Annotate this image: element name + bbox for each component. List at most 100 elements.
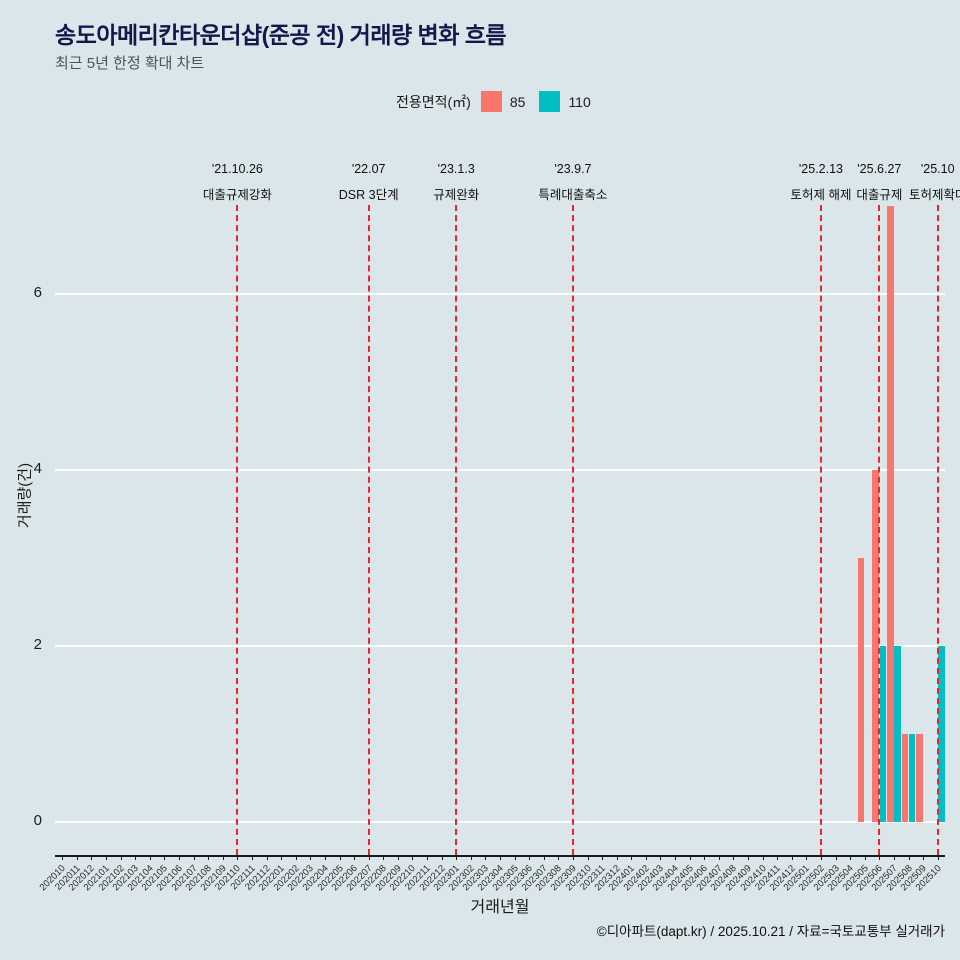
x-tick-mark [106,855,108,860]
page-subtitle: 최근 5년 한정 확대 차트 [55,55,205,72]
x-tick-mark [572,855,574,860]
x-tick-mark [660,855,662,860]
x-tick-mark [718,855,720,860]
x-tick-mark [616,855,618,860]
x-tick-mark [76,855,78,860]
gridline [55,469,945,471]
bar-110-202510 [938,646,945,822]
legend-swatch-110 [539,91,561,112]
event-label: 특례대출축소 [538,188,608,202]
x-axis-title: 거래년월 [470,899,530,916]
event-date: '23.1.3 [437,162,475,176]
event-date: '25.2.13 [798,162,844,176]
x-tick-mark [266,855,268,860]
x-tick-mark [791,855,793,860]
x-tick-mark [62,855,64,860]
x-tick-mark [820,855,822,860]
x-tick-mark [193,855,195,860]
event-line [878,205,881,855]
bar-85-202508 [901,734,909,822]
x-tick-mark [179,855,181,860]
x-tick-mark [645,855,647,860]
x-tick-mark [500,855,501,860]
x-tick-mark [806,855,808,860]
bar-85-202506 [872,470,879,822]
y-tick-label: 4 [33,460,42,477]
bar-85-202505 [857,558,865,822]
x-tick-mark [937,855,939,860]
event-label: 대출규제강화 [202,188,272,202]
event-date: '21.10.26 [211,162,263,176]
x-tick-mark [222,855,224,860]
x-tick-mark [485,855,487,860]
x-tick-mark [120,855,122,860]
x-tick-mark [835,855,837,860]
y-tick-label: 6 [33,284,42,301]
event-line [455,205,458,855]
legend: 전용면적(㎡) 85 110 [396,91,605,112]
x-tick-mark [529,855,531,860]
event-date: '25.6.27 [857,162,902,176]
y-tick-label: 0 [33,812,42,829]
x-tick-mark [208,855,210,860]
gridline [55,645,945,647]
x-tick-mark [602,855,604,860]
x-tick-mark [164,855,166,860]
event-label: 규제완화 [433,188,480,202]
x-tick-mark [135,855,137,860]
x-tick-mark [543,855,545,860]
bar-85-202507 [887,206,894,822]
x-tick-mark [514,855,516,860]
x-tick-mark [587,855,589,860]
x-axis-line [55,855,945,857]
x-tick-mark [456,855,458,860]
x-tick-mark [879,855,881,860]
event-line [236,205,239,855]
legend-label-85: 85 [509,93,526,110]
x-tick-mark [908,855,910,860]
x-tick-mark [850,855,852,860]
x-tick-mark [412,855,414,860]
y-tick-label: 2 [33,636,42,653]
gridline [55,293,945,295]
event-label: 대출규제 [856,188,903,202]
page-title: 송도아메리칸타운더샵(준공 전) 거래량 변화 흐름 [55,22,507,48]
x-tick-mark [354,855,356,860]
x-tick-mark [558,855,560,860]
x-tick-mark [324,855,326,860]
event-date: '25.10 [920,162,955,176]
event-line [571,205,574,855]
x-tick-mark [689,855,691,860]
event-line [367,205,370,855]
legend-title: 전용면적(㎡) [396,93,471,110]
source-credit: ©디아파트(dapt.kr) / 2025.10.21 / 자료=국토교통부 실… [596,924,945,939]
legend-label-110: 110 [568,93,591,110]
bar-110-202508 [908,734,916,822]
x-tick-mark [251,855,253,860]
x-tick-mark [675,855,677,860]
event-line [936,205,939,855]
x-tick-mark [631,855,633,860]
x-tick-mark [427,855,429,860]
event-date: '22.07 [351,162,386,176]
x-tick-mark [368,855,370,860]
x-tick-mark [748,855,750,860]
x-tick-mark [281,855,283,860]
event-label: 토허제 해제 [790,188,852,202]
event-line [819,205,822,855]
x-tick-mark [149,855,151,860]
x-tick-mark [295,855,297,860]
bar-110-202506 [879,646,887,822]
y-axis-title: 거래량(건) [16,462,34,529]
x-tick-mark [310,855,312,860]
event-label: DSR 3단계 [338,188,399,202]
x-tick-mark [704,855,706,860]
x-tick-mark [91,855,93,860]
bar-110-202507 [894,646,901,822]
x-tick-mark [383,855,385,860]
x-tick-mark [339,855,341,860]
x-tick-mark [923,855,925,860]
x-tick-mark [441,855,443,860]
x-tick-mark [470,855,472,860]
